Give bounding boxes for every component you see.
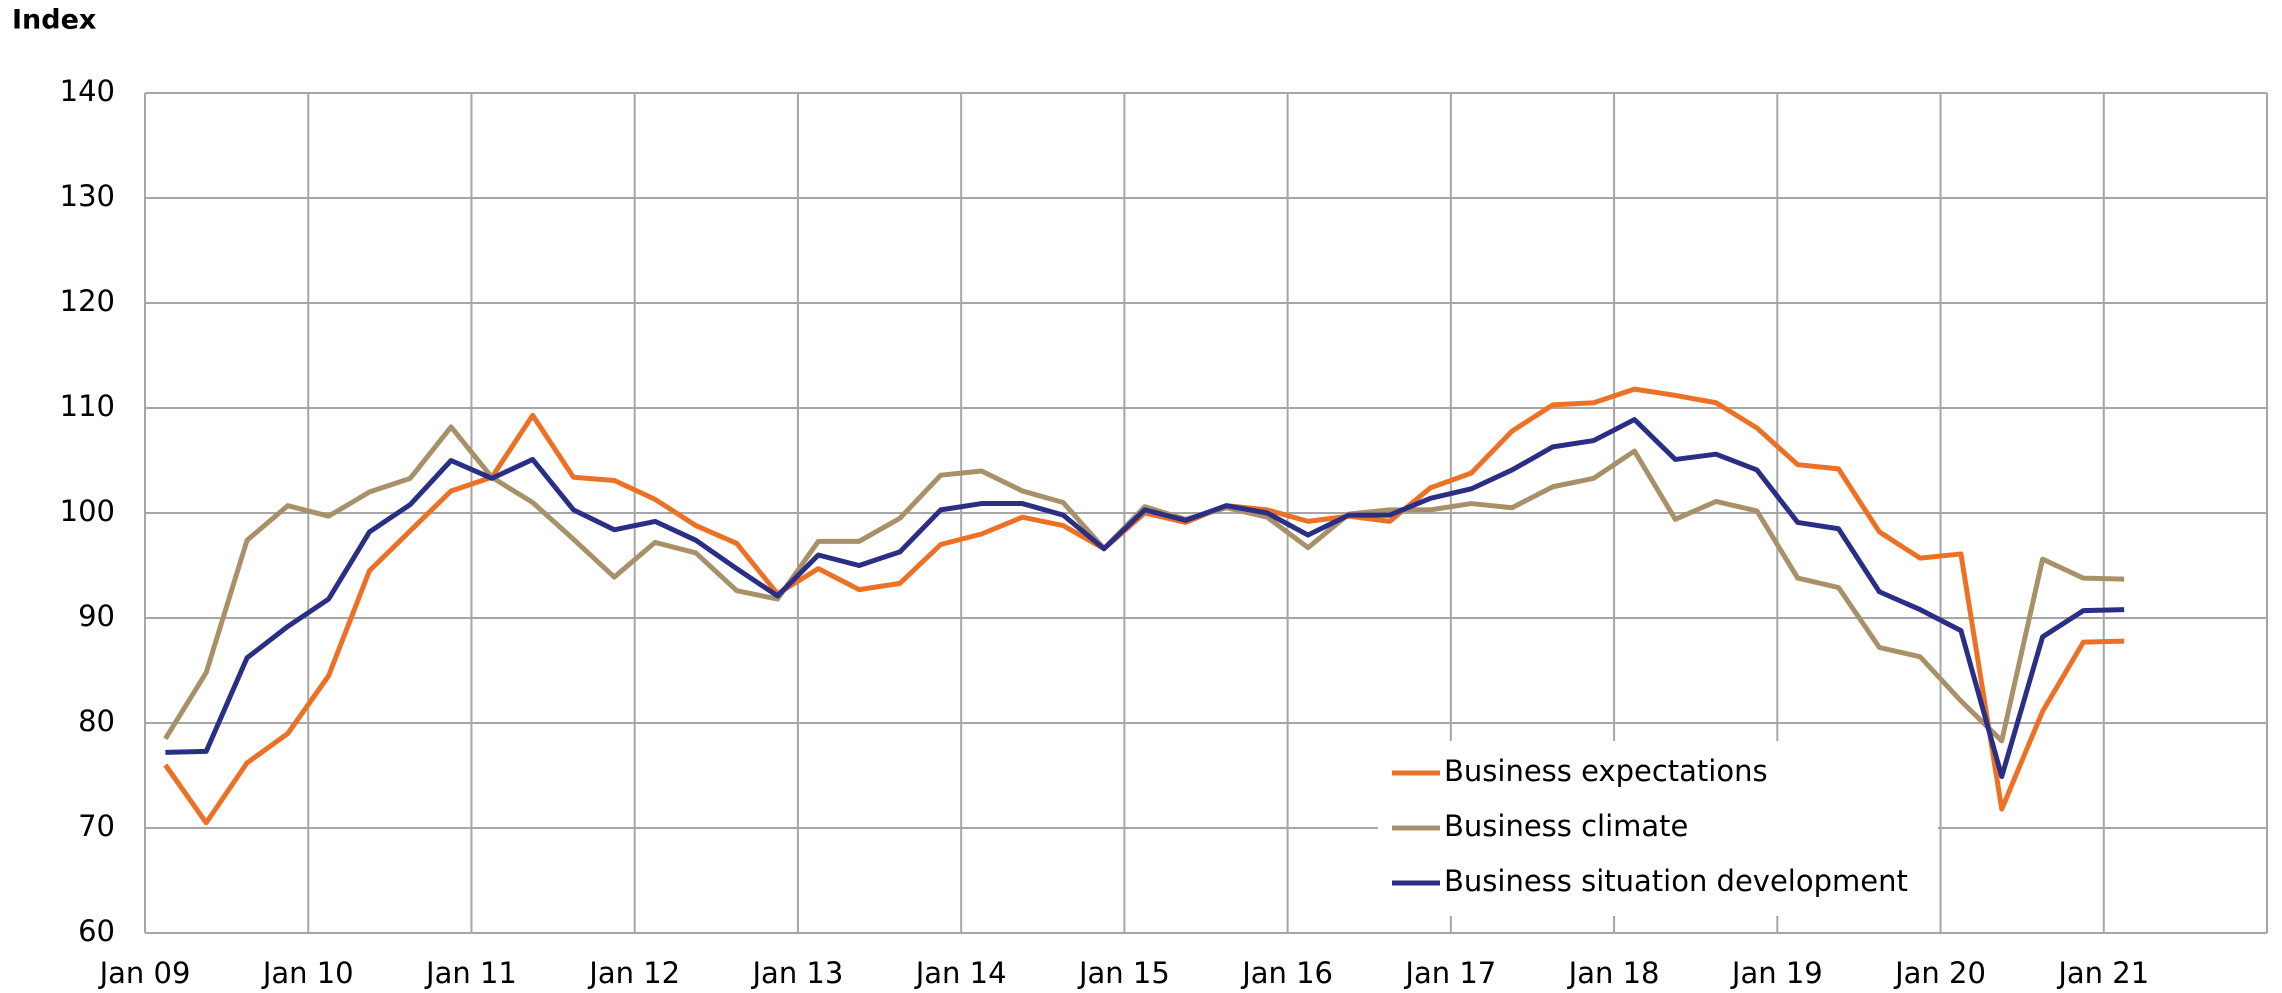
x-tick-label: Jan 18 [1567,956,1660,990]
x-tick-label: Jan 09 [98,956,191,990]
x-tick-label: Jan 19 [1730,956,1823,990]
x-tick-label: Jan 16 [1240,956,1333,990]
legend-label: Business situation development [1444,864,1908,898]
x-tick-label: Jan 20 [1893,956,1986,990]
x-tick-label: Jan 11 [424,956,517,990]
x-tick-label: Jan 21 [2056,956,2149,990]
legend-label: Business climate [1444,809,1688,843]
legend-box [1378,741,1938,916]
series-line [163,424,2125,744]
y-tick-label: 70 [78,809,115,843]
y-tick-label: 140 [60,74,115,108]
x-tick-label: Jan 12 [587,956,680,990]
x-tick-label: Jan 17 [1403,956,1496,990]
y-tick-label: 130 [60,179,115,213]
x-tick-label: Jan 14 [914,956,1007,990]
y-tick-label: 100 [60,494,115,528]
y-axis-label: Index [12,5,96,36]
y-tick-label: 120 [60,284,115,318]
x-tick-label: Jan 15 [1077,956,1170,990]
x-tick-label: Jan 10 [261,956,354,990]
x-tick-label: Jan 13 [751,956,844,990]
y-tick-label: 60 [78,914,115,948]
y-tick-label: 90 [78,599,115,633]
legend-label: Business expectations [1444,754,1768,788]
series-line [165,417,2125,780]
y-tick-label: 80 [78,704,115,738]
y-tick-label: 110 [60,389,115,423]
